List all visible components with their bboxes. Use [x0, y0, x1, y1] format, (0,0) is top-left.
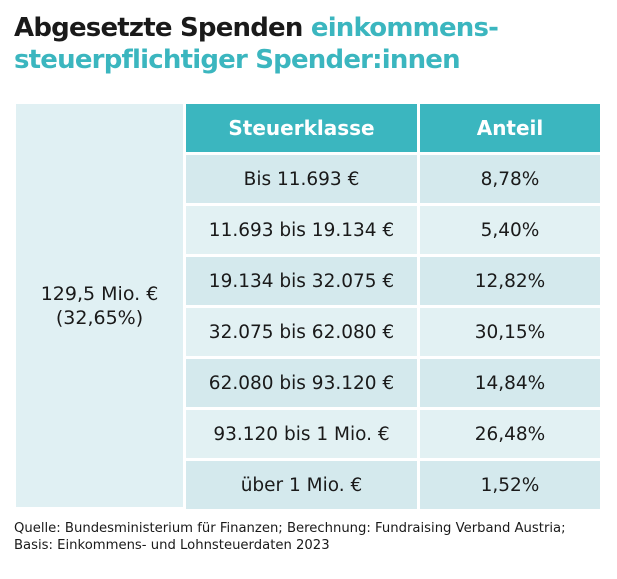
- cell-steuerklasse: 19.134 bis 32.075 €: [186, 257, 417, 305]
- cell-anteil: 8,78%: [420, 155, 600, 203]
- table-row: 93.120 bis 1 Mio. €26,48%: [186, 410, 600, 458]
- cell-anteil: 14,84%: [420, 359, 600, 407]
- cell-steuerklasse: 93.120 bis 1 Mio. €: [186, 410, 417, 458]
- title-accent: einkommens-steuerpflichtiger Spender:inn…: [14, 13, 499, 75]
- cell-anteil: 1,52%: [420, 461, 600, 509]
- table-row: 11.693 bis 19.134 €5,40%: [186, 206, 600, 254]
- table-row: über 1 Mio. €1,52%: [186, 461, 600, 509]
- cell-steuerklasse: über 1 Mio. €: [186, 461, 417, 509]
- tax-class-table: Steuerklasse Anteil Bis 11.693 €8,78% 11.…: [186, 104, 600, 512]
- table-row: 62.080 bis 93.120 €14,84%: [186, 359, 600, 407]
- total-amount: 129,5 Mio. €: [40, 282, 159, 305]
- cell-steuerklasse: 32.075 bis 62.080 €: [186, 308, 417, 356]
- total-cell: 129,5 Mio. € (32,65%): [16, 104, 183, 507]
- cell-steuerklasse: 11.693 bis 19.134 €: [186, 206, 417, 254]
- header-steuerklasse: Steuerklasse: [186, 104, 417, 152]
- table-row: 19.134 bis 32.075 €12,82%: [186, 257, 600, 305]
- cell-anteil: 30,15%: [420, 308, 600, 356]
- source-note: Quelle: Bundesministerium für Finanzen; …: [14, 521, 566, 553]
- total-share: (32,65%): [55, 306, 144, 329]
- cell-anteil: 5,40%: [420, 206, 600, 254]
- title-main: Abgesetzte Spenden: [14, 13, 311, 43]
- cell-steuerklasse: Bis 11.693 €: [186, 155, 417, 203]
- header-anteil: Anteil: [420, 104, 600, 152]
- table-row: Bis 11.693 €8,78%: [186, 155, 600, 203]
- cell-steuerklasse: 62.080 bis 93.120 €: [186, 359, 417, 407]
- table-row: 32.075 bis 62.080 €30,15%: [186, 308, 600, 356]
- page-title: Abgesetzte Spenden einkommens-steuerpfli…: [14, 12, 614, 76]
- cell-anteil: 12,82%: [420, 257, 600, 305]
- cell-anteil: 26,48%: [420, 410, 600, 458]
- table-header: Steuerklasse Anteil: [186, 104, 600, 152]
